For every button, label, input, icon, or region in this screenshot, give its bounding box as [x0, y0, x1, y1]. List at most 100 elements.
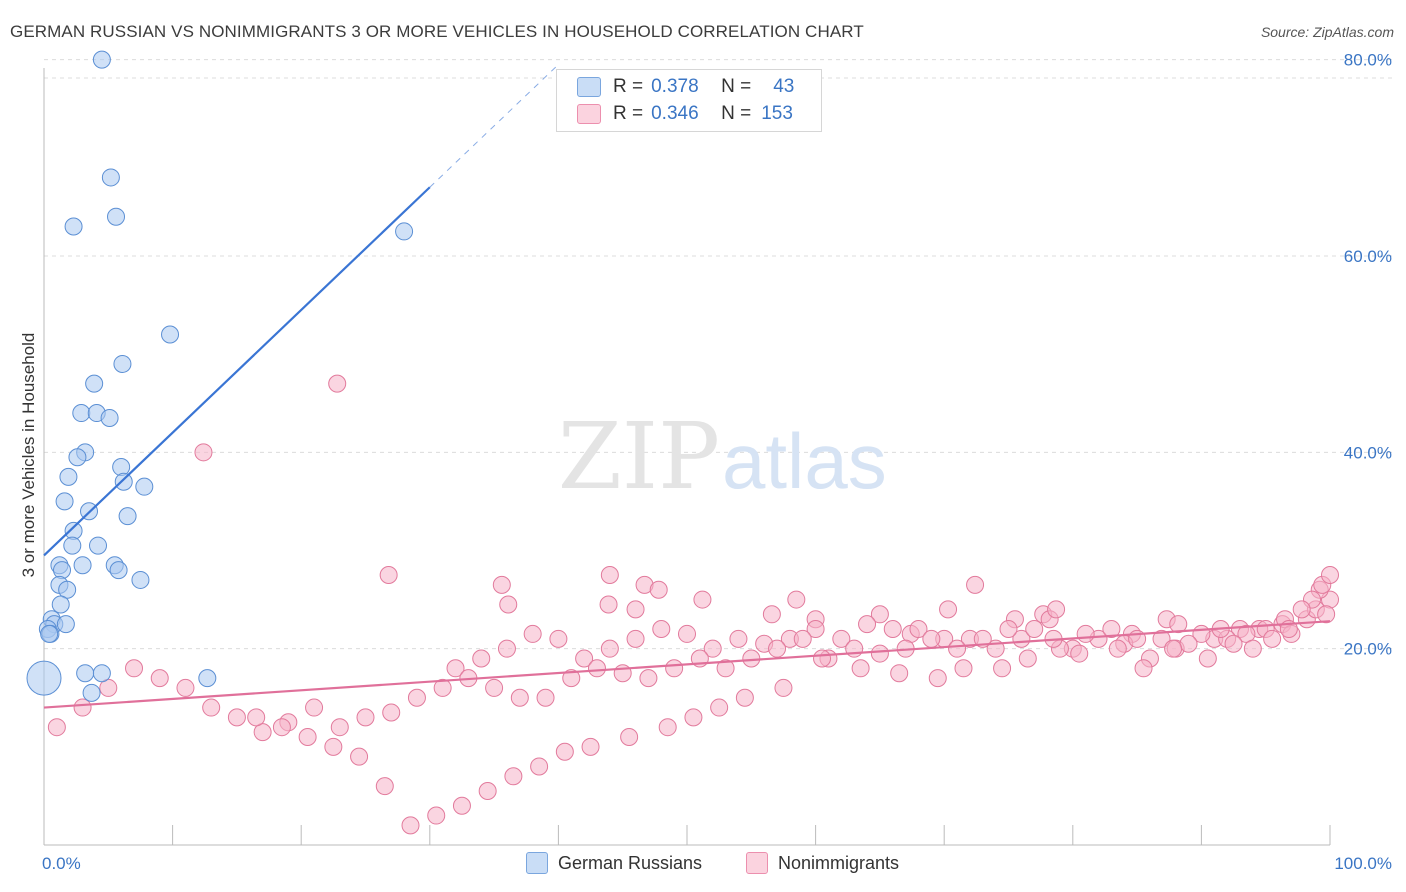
legend-n-value: 153: [761, 103, 793, 124]
data-point: [890, 664, 909, 683]
data-point: [55, 492, 74, 511]
data-point: [1317, 605, 1336, 624]
data-point: [64, 217, 83, 236]
data-point: [72, 404, 91, 423]
data-point: [928, 669, 947, 688]
source-label: Source: ZipAtlas.com: [1260, 24, 1394, 40]
bottom-legend-swatch-pink: [746, 852, 768, 874]
data-point: [639, 669, 658, 688]
data-point: [1263, 629, 1282, 648]
data-point: [693, 590, 712, 609]
data-point: [870, 605, 889, 624]
grid-lines: [44, 59, 1392, 650]
data-point: [47, 718, 66, 737]
data-point: [883, 620, 902, 639]
data-point: [1164, 639, 1183, 658]
data-point: [684, 708, 703, 727]
data-point: [870, 644, 889, 663]
data-point: [53, 561, 72, 580]
data-point: [1152, 629, 1171, 648]
data-point: [247, 708, 266, 727]
data-point: [492, 575, 511, 594]
data-point: [658, 718, 677, 737]
data-point: [194, 443, 213, 462]
data-point: [135, 477, 154, 496]
data-point: [600, 566, 619, 585]
legend-n-label: N =: [721, 76, 752, 97]
data-point: [350, 747, 369, 766]
data-point: [1321, 566, 1339, 585]
data-point: [1018, 649, 1037, 668]
data-point: [858, 615, 877, 634]
data-point: [652, 620, 671, 639]
data-point: [993, 659, 1012, 678]
data-point: [272, 718, 291, 737]
data-point: [504, 767, 523, 786]
data-point: [328, 374, 347, 393]
data-point: [922, 629, 941, 648]
data-point: [710, 698, 729, 717]
data-point: [909, 620, 928, 639]
data-point: [966, 575, 985, 594]
data-point: [587, 659, 606, 678]
data-point: [762, 605, 781, 624]
legend-r-label: R =: [613, 103, 644, 124]
data-point: [176, 678, 195, 697]
data-point: [40, 624, 59, 643]
data-point: [1047, 600, 1066, 619]
data-point: [599, 595, 618, 614]
chart-title: GERMAN RUSSIAN VS NONIMMIGRANTS 3 OR MOR…: [10, 22, 864, 41]
data-point: [626, 600, 645, 619]
legend-swatch-blue: [577, 77, 601, 97]
data-point: [665, 659, 684, 678]
data-point: [107, 207, 126, 226]
data-point: [51, 595, 70, 614]
data-point: [100, 408, 119, 427]
data-point: [497, 639, 516, 658]
data-point: [939, 600, 958, 619]
data-point: [626, 629, 645, 648]
data-point: [999, 620, 1018, 639]
data-point: [298, 728, 317, 747]
data-point: [787, 590, 806, 609]
data-point: [729, 629, 748, 648]
data-point: [649, 580, 668, 599]
data-point: [581, 737, 600, 756]
legend-n-value: 43: [773, 76, 795, 97]
data-point: [1076, 624, 1095, 643]
x-tick-label: 100.0%: [1334, 854, 1392, 873]
data-point: [562, 669, 581, 688]
data-point: [1025, 620, 1044, 639]
data-point: [472, 649, 491, 668]
legend-r-label: R =: [613, 76, 644, 97]
y-axis-label: 3 or more Vehicles in Household: [19, 333, 38, 578]
data-point: [1108, 639, 1127, 658]
data-point: [68, 448, 87, 467]
data-point: [851, 659, 870, 678]
data-point: [549, 629, 568, 648]
watermark-zip: ZIP: [558, 403, 720, 510]
data-point: [76, 664, 95, 683]
legend: R = 0.378 N = 43 R = 0.346 N = 153: [556, 69, 822, 132]
data-point: [26, 660, 62, 696]
bottom-legend-swatch-blue: [526, 852, 548, 874]
data-point: [1169, 615, 1188, 634]
data-point: [703, 639, 722, 658]
data-point: [427, 806, 446, 825]
data-point: [446, 659, 465, 678]
legend-n-label: N =: [721, 103, 752, 124]
data-point: [382, 703, 401, 722]
data-point: [401, 816, 420, 835]
data-point: [1134, 659, 1153, 678]
data-point: [92, 664, 111, 683]
data-point: [1102, 620, 1121, 639]
data-point: [433, 678, 452, 697]
data-point: [112, 458, 131, 477]
data-point: [774, 678, 793, 697]
data-point: [1243, 639, 1262, 658]
data-point: [101, 168, 120, 187]
data-point: [716, 659, 735, 678]
data-point: [452, 796, 471, 815]
data-point: [954, 659, 973, 678]
